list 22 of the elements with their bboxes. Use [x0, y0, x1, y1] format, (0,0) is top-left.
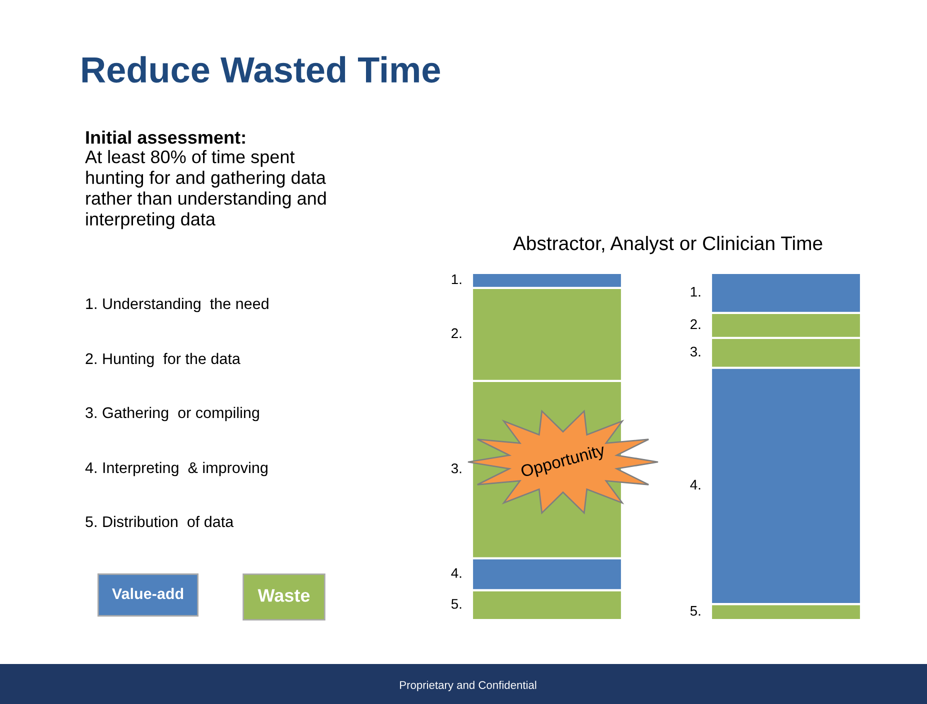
text: 2. Hunting for the data	[86, 352, 240, 368]
series-label: 2.	[452, 328, 462, 338]
text: 4. Interpreting & improving	[85, 462, 268, 476]
text: 5.	[690, 606, 700, 616]
chart-title: Reduce Wasted Time	[82, 56, 440, 83]
series-label: 4.	[451, 568, 462, 578]
text: 1.	[690, 286, 700, 297]
text: Proprietary and Confidential	[400, 680, 536, 692]
text: 3. Gathering or compiling	[86, 406, 259, 422]
text: 2.	[690, 319, 700, 329]
chart-subtitle: Abstractor, Analyst or Clinician Time	[512, 236, 822, 254]
text: 1. Understanding the need	[86, 298, 268, 312]
text: 4.	[690, 480, 700, 490]
text: Waste	[258, 589, 310, 602]
text: At least 80% of time spent hunting for and gathering data rather than understanding and interpreting data	[85, 150, 326, 230]
series-label: 3.	[451, 463, 462, 474]
series-label: 5.	[451, 599, 462, 609]
text: 5. Distribution of data	[86, 516, 234, 528]
text: 3.	[690, 346, 700, 357]
series-label: 1.	[452, 274, 462, 284]
text: Initial assessment:	[86, 130, 245, 144]
text: Value-add	[112, 588, 184, 600]
